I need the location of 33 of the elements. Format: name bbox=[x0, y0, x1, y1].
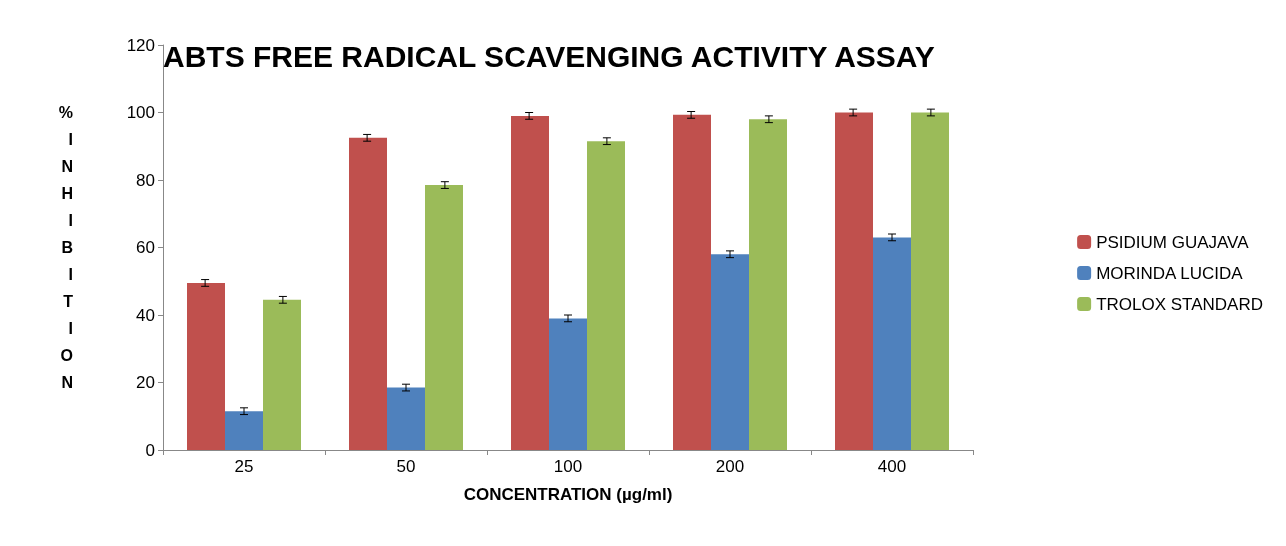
bar bbox=[425, 185, 463, 450]
bar bbox=[673, 114, 711, 450]
y-tick-label: 120 bbox=[126, 35, 155, 55]
x-tick-label: 200 bbox=[715, 457, 745, 476]
bar bbox=[511, 115, 549, 450]
bar bbox=[835, 112, 873, 450]
x-tick-label: 100 bbox=[553, 457, 583, 476]
y-tick-label: 0 bbox=[145, 440, 155, 460]
y-tick-label: 100 bbox=[126, 103, 155, 122]
bar bbox=[911, 112, 949, 450]
x-tick-label: 25 bbox=[234, 457, 254, 476]
bar bbox=[263, 299, 301, 450]
bar bbox=[711, 254, 749, 450]
bar bbox=[587, 141, 625, 450]
bar bbox=[873, 237, 911, 450]
bar bbox=[549, 318, 587, 450]
legend-label: PSIDIUM GUAJAVA bbox=[1096, 232, 1250, 252]
legend-label: TROLOX STANDARD bbox=[1096, 294, 1263, 314]
x-tick-label: 50 bbox=[396, 457, 416, 476]
y-tick-label: 60 bbox=[136, 238, 155, 257]
x-axis-title: CONCENTRATION (µg/ml) bbox=[463, 485, 673, 504]
text: % INHIBITION bbox=[58, 104, 73, 391]
bar bbox=[387, 387, 425, 450]
legend-label: MORINDA LUCIDA bbox=[1096, 263, 1244, 283]
bar bbox=[187, 282, 225, 450]
bar bbox=[349, 137, 387, 450]
x-tick-label: 400 bbox=[877, 457, 907, 476]
bar bbox=[749, 119, 787, 450]
bar bbox=[225, 411, 263, 450]
chart-title: ABTS FREE RADICAL SCAVENGING ACTIVITY ASSAY bbox=[163, 39, 935, 73]
y-tick-label: 20 bbox=[136, 373, 155, 392]
y-tick-label: 80 bbox=[136, 170, 155, 190]
y-tick-label: 40 bbox=[136, 305, 155, 325]
